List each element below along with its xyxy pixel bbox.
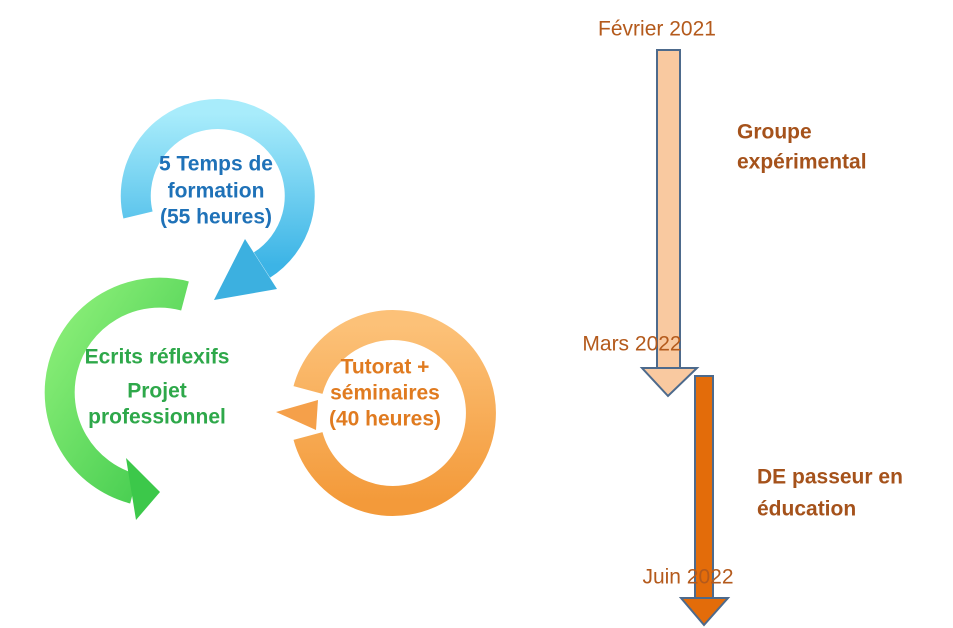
blue-arrow bbox=[120, 98, 315, 300]
label-line: formation bbox=[168, 180, 265, 203]
label-line: Projet bbox=[127, 380, 187, 403]
orange-ring bbox=[276, 310, 496, 516]
timeline-arrow-1 bbox=[639, 49, 700, 398]
cycle-label: 5 Temps de formation (55 heures) bbox=[159, 153, 273, 229]
label-line: Ecrits réflexifs bbox=[85, 346, 230, 369]
label-line: éducation bbox=[757, 498, 856, 521]
timeline-arrow-2 bbox=[678, 375, 731, 627]
label-line: 5 Temps de bbox=[159, 153, 273, 176]
date: Mars 2022 bbox=[582, 333, 681, 356]
cycle-label: Tutorat + séminaires (40 heures) bbox=[329, 356, 441, 431]
cycle-label: Ecrits réflexifs Projet professionnel bbox=[85, 346, 230, 429]
date: Février 2021 bbox=[598, 18, 716, 41]
date: Juin 2022 bbox=[642, 566, 733, 589]
phase-label: Groupe expérimental bbox=[737, 121, 867, 174]
green-arrow bbox=[44, 277, 189, 520]
label-line: (40 heures) bbox=[329, 408, 441, 431]
label-line: DE passeur en bbox=[757, 466, 903, 489]
phase-label: DE passeur en éducation bbox=[757, 466, 903, 521]
label-line: expérimental bbox=[737, 151, 867, 174]
label-line: séminaires bbox=[330, 382, 440, 405]
label-line: (55 heures) bbox=[160, 206, 272, 229]
label-line: Tutorat + bbox=[341, 356, 430, 379]
label-line: professionnel bbox=[88, 406, 226, 429]
label-line: Groupe bbox=[737, 121, 812, 144]
